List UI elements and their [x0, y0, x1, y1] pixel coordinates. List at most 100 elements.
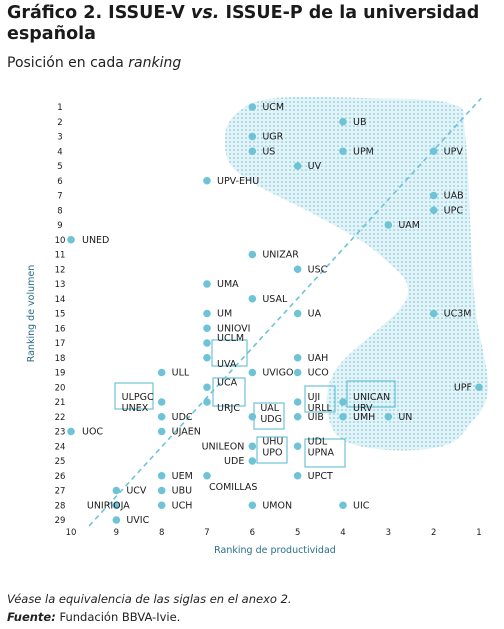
y-tick-label: 26 — [55, 472, 66, 482]
point-label: UDL — [308, 436, 328, 447]
y-tick-label: 6 — [57, 177, 62, 187]
point-label: UGR — [262, 132, 283, 143]
data-point — [248, 132, 257, 141]
point-label: UNEX — [122, 403, 149, 414]
x-tick-label: 8 — [159, 528, 164, 538]
data-point — [384, 221, 393, 229]
data-point — [293, 412, 302, 421]
y-tick-label: 12 — [55, 265, 66, 275]
data-point — [248, 501, 257, 510]
point-label: UPV-EHU — [217, 176, 259, 187]
y-tick-label: 10 — [55, 236, 66, 246]
scatter-chart: 10 9 8 7 6 5 4 3 2 112345678910111213141516171819… — [26, 96, 489, 556]
point-label: UCH — [172, 500, 193, 511]
data-point — [293, 265, 302, 274]
point-label: UEM — [172, 471, 193, 482]
data-point — [429, 309, 438, 318]
point-label: ULL — [172, 368, 190, 379]
data-point — [248, 147, 257, 156]
point-label: UIB — [308, 412, 324, 423]
title-prefix: Gráfico 2. ISSUE-V — [7, 3, 191, 23]
source-note: Fuente: Fundación BBVA-Ivie. — [7, 610, 180, 624]
point-label: UMH — [353, 412, 375, 423]
data-point — [112, 501, 121, 510]
data-point — [475, 383, 483, 392]
point-label: UVIGO — [262, 368, 293, 379]
data-point — [203, 324, 211, 333]
data-point — [429, 206, 438, 215]
data-point — [203, 280, 211, 288]
y-tick-label: 22 — [55, 413, 66, 423]
data-point — [112, 486, 121, 495]
y-tick-label: 14 — [55, 295, 66, 305]
point-label: UPCT — [308, 471, 333, 482]
data-point — [157, 501, 166, 510]
x-tick-label: 9 — [114, 528, 119, 538]
subtitle-italic: ranking — [128, 55, 182, 71]
data-point — [293, 398, 302, 406]
y-tick-label: 27 — [55, 487, 66, 497]
y-tick-label: 3 — [57, 133, 62, 143]
data-point — [293, 442, 302, 451]
y-axis-label: Ranking de volumen — [26, 265, 37, 363]
x-tick-label: 10 — [66, 528, 77, 538]
point-label: UA — [308, 309, 322, 320]
data-point — [248, 442, 257, 451]
y-tick-label: 15 — [55, 310, 66, 320]
footnote: Véase la equivalencia de las siglas en e… — [7, 592, 292, 606]
source-label: Fuente: — [7, 610, 56, 624]
group-box — [304, 438, 346, 468]
data-point — [248, 457, 257, 465]
data-point — [157, 427, 166, 436]
point-label: UC3M — [444, 309, 472, 320]
x-axis-label: Ranking de productividad — [214, 545, 336, 556]
point-label: UPM — [353, 146, 374, 157]
diagonal-line — [88, 97, 482, 527]
point-label: UOC — [82, 427, 103, 438]
data-point — [339, 412, 347, 421]
chart-title: Gráfico 2. ISSUE-V vs. ISSUE-P de la uni… — [7, 3, 497, 45]
title-vs: vs. — [190, 3, 220, 23]
point-label: UPNA — [308, 447, 335, 458]
point-label: UVIC — [126, 515, 149, 526]
data-point — [203, 398, 211, 406]
point-label: UJI — [308, 392, 321, 403]
data-point — [248, 412, 257, 421]
y-tick-label: 8 — [57, 206, 62, 216]
data-point — [248, 368, 257, 377]
point-label: URV — [353, 403, 373, 414]
group-box — [211, 339, 248, 367]
data-point — [67, 235, 75, 244]
point-label: UAH — [308, 353, 329, 364]
y-tick-label: 7 — [57, 192, 62, 202]
point-label: UVA — [217, 359, 237, 370]
data-point — [203, 176, 211, 185]
data-point — [293, 309, 302, 318]
y-tick-label: 11 — [55, 251, 66, 261]
y-tick-label: 19 — [55, 369, 66, 379]
group-box — [346, 380, 396, 408]
point-label: USAL — [262, 294, 288, 305]
point-label: UDG — [260, 414, 282, 425]
point-label: ULPGC — [122, 392, 154, 403]
data-point — [157, 412, 166, 421]
data-point — [248, 294, 257, 303]
point-label: UHU — [262, 436, 283, 447]
data-point — [248, 103, 257, 111]
data-point — [384, 412, 393, 421]
y-tick-label: 16 — [55, 324, 66, 334]
data-point — [203, 383, 211, 392]
point-label: UDE — [224, 456, 244, 467]
y-tick-label: 9 — [57, 221, 62, 231]
point-label: UIC — [353, 500, 370, 511]
data-point — [429, 191, 438, 200]
data-point — [203, 353, 211, 362]
point-label: UCLM — [217, 333, 244, 344]
point-label: UNIOVI — [217, 323, 250, 334]
point-label: UBU — [172, 486, 192, 497]
point-label: UJAEN — [172, 427, 201, 438]
data-point — [248, 250, 257, 259]
title-suffix: ISSUE-P de la universidad española — [7, 3, 480, 44]
data-point — [157, 486, 166, 495]
group-box — [304, 385, 336, 413]
